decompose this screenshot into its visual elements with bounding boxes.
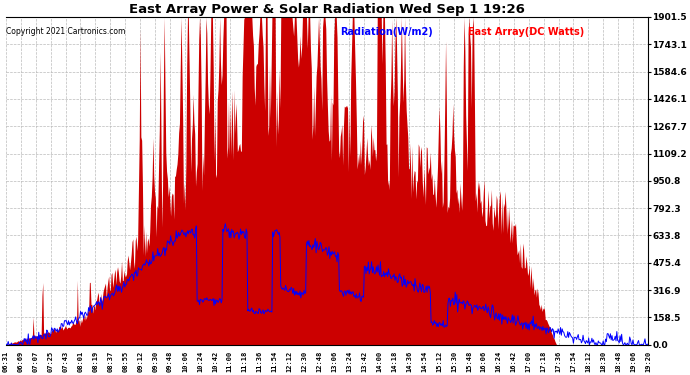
Text: Radiation(W/m2): Radiation(W/m2)	[340, 27, 433, 37]
Text: Copyright 2021 Cartronics.com: Copyright 2021 Cartronics.com	[6, 27, 126, 36]
Title: East Array Power & Solar Radiation Wed Sep 1 19:26: East Array Power & Solar Radiation Wed S…	[129, 3, 525, 16]
Text: East Array(DC Watts): East Array(DC Watts)	[469, 27, 584, 37]
